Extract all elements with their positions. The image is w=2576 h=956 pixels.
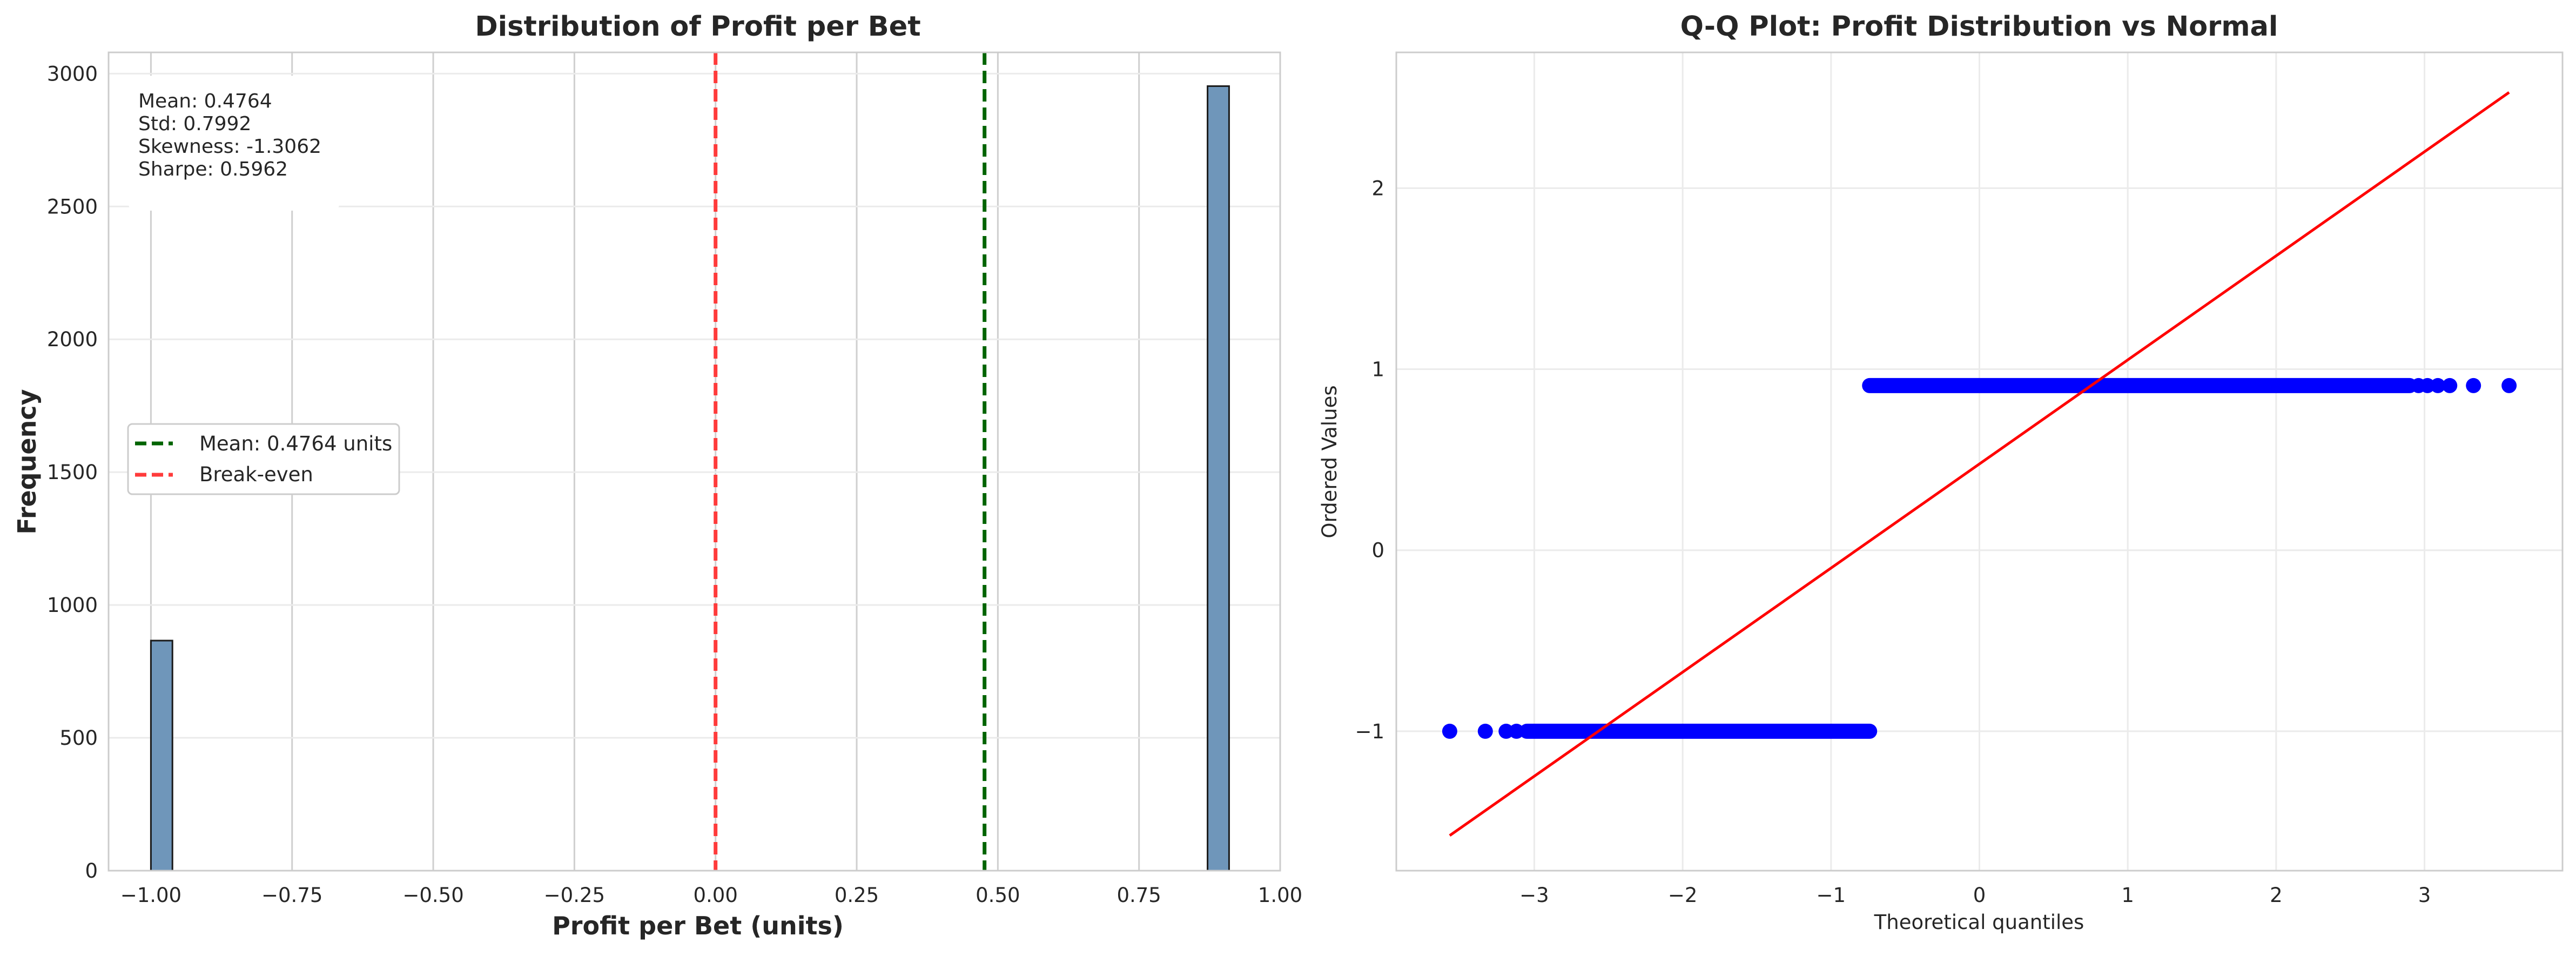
qq-x-tick-label: −2 — [1668, 884, 1698, 907]
histogram-x-tick-labels: −1.00 −0.75 −0.50 −0.25 0.00 0.25 0.50 0.75 1.00 — [120, 884, 1302, 907]
histogram-legend: Mean: 0.4764 units Break-even — [127, 423, 400, 495]
histogram-y-tick-label: 1000 — [47, 594, 98, 617]
histogram-x-tick-label: 0.25 — [835, 884, 879, 907]
histogram-y-tick-label: 0 — [85, 859, 98, 883]
stats-skewness: Skewness: -1.3062 — [138, 136, 321, 158]
qq-fit-line — [1449, 91, 2510, 837]
qq-x-tick-label: 2 — [2270, 884, 2283, 907]
qq-y-tick-labels: −1 0 1 2 — [1355, 177, 1384, 743]
histogram-x-tick-label: −1.00 — [120, 884, 181, 907]
stats-std: Std: 0.7992 — [138, 113, 251, 135]
histogram-panel: −1.00 −0.75 −0.50 −0.25 0.00 0.25 0.50 0.75 1.00… — [12, 11, 1302, 940]
qq-x-tick-label: 1 — [2121, 884, 2134, 907]
qq-x-tick-label: 3 — [2418, 884, 2431, 907]
qq-grid — [1396, 52, 2562, 871]
qq-point — [2466, 378, 2481, 393]
qq-point — [1477, 723, 1493, 739]
qq-point — [2420, 378, 2436, 393]
histogram-x-tick-label: 0.75 — [1117, 884, 1161, 907]
legend-mean-label: Mean: 0.4764 units — [199, 432, 392, 455]
histogram-x-tick-label: 0.50 — [976, 884, 1020, 907]
stats-box: Mean: 0.4764 Std: 0.7992 Skewness: -1.30… — [129, 76, 339, 211]
histogram-reference-lines — [714, 52, 987, 871]
qq-x-axis-label: Theoretical quantiles — [1874, 911, 2084, 934]
qq-point — [2430, 378, 2446, 393]
qq-x-tick-label: −1 — [1817, 884, 1846, 907]
qq-y-tick-label: 2 — [1371, 177, 1384, 200]
qq-point — [1498, 723, 1514, 739]
qq-x-tick-label: 0 — [1973, 884, 1986, 907]
qq-point — [2442, 378, 2458, 393]
histogram-y-tick-label: 500 — [59, 726, 98, 750]
histogram-y-tick-label: 2500 — [47, 195, 98, 218]
legend-frame — [127, 423, 400, 495]
qq-plot-panel: −3 −2 −1 0 1 2 3 −1 0 1 2 Q-Q Plot: Profit Distri… — [1318, 11, 2564, 934]
histogram-bar — [150, 639, 173, 872]
qq-frame — [1395, 51, 2564, 872]
histogram-x-tick-label: −0.25 — [544, 884, 605, 907]
qq-point — [2501, 378, 2517, 393]
histogram-y-tick-label: 1500 — [47, 461, 98, 484]
qq-x-tick-labels: −3 −2 −1 0 1 2 3 — [1519, 884, 2431, 907]
histogram-title: Distribution of Profit per Bet — [475, 11, 920, 43]
histogram-x-tick-label: 0.00 — [694, 884, 738, 907]
qq-y-tick-label: −1 — [1355, 720, 1384, 743]
qq-x-tick-label: −3 — [1519, 884, 1549, 907]
histogram-y-tick-label: 3000 — [47, 62, 98, 85]
histogram-x-axis-label: Profit per Bet (units) — [552, 911, 844, 940]
qq-y-axis-label: Ordered Values — [1318, 385, 1341, 538]
stats-box-background — [129, 76, 339, 211]
qq-point — [1509, 723, 1524, 739]
histogram-x-tick-label: 1.00 — [1258, 884, 1302, 907]
qq-title: Q-Q Plot: Profit Distribution vs Normal — [1680, 11, 2278, 43]
qq-fit-line-group — [1449, 91, 2510, 837]
histogram-y-axis-label: Frequency — [12, 389, 42, 534]
qq-point — [1442, 723, 1457, 739]
histogram-x-tick-label: −0.75 — [261, 884, 322, 907]
legend-break-even-label: Break-even — [199, 463, 313, 486]
qq-points — [1442, 378, 2517, 739]
histogram-y-tick-label: 2000 — [47, 328, 98, 351]
histogram-frame — [107, 51, 1281, 872]
stats-sharpe: Sharpe: 0.5962 — [138, 158, 288, 180]
histogram-x-tick-label: −0.50 — [402, 884, 463, 907]
qq-y-tick-label: 0 — [1371, 539, 1384, 562]
stats-mean: Mean: 0.4764 — [138, 90, 272, 112]
histogram-y-tick-labels: 0 500 1000 1500 2000 2500 3000 — [47, 62, 98, 883]
histogram-bar — [1207, 85, 1230, 872]
qq-y-tick-label: 1 — [1371, 358, 1384, 381]
